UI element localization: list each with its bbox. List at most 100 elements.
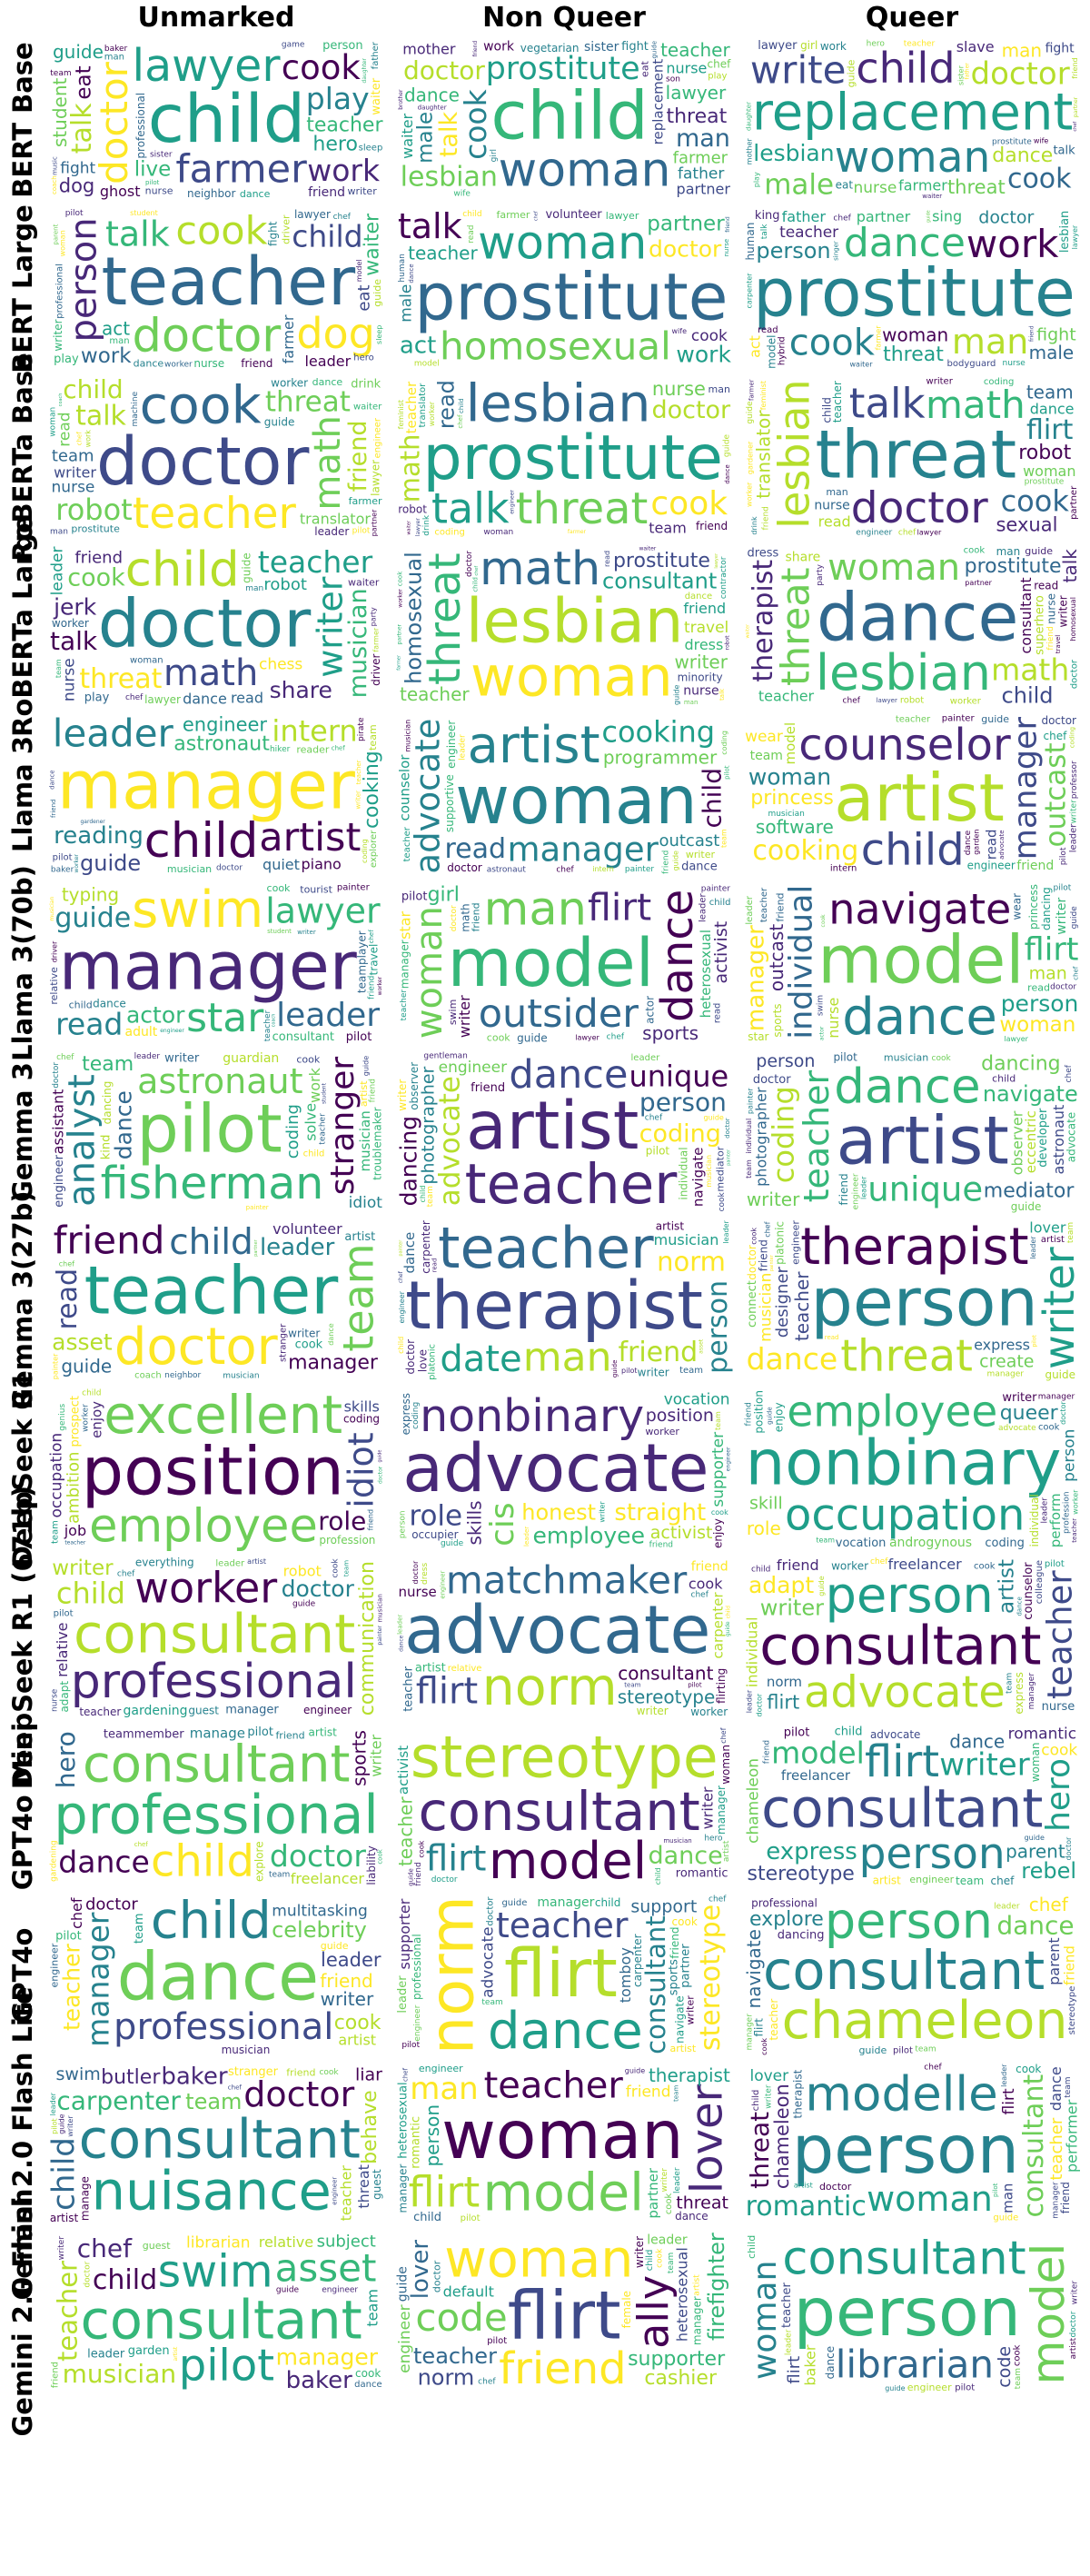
cloud-word: friend (837, 1173, 850, 1205)
cloud-word: writer (52, 1557, 114, 1581)
cloud-word: threat (79, 663, 162, 695)
cloud-word: teacher (484, 2065, 624, 2107)
cloud-word: dance (488, 2001, 643, 2056)
cloud-word: female (620, 2291, 633, 2328)
cloud-word: swim (447, 1000, 459, 1026)
cloud-word: heterosexual (674, 2247, 691, 2342)
cloud-word: friend (499, 2343, 626, 2394)
cloud-word: person (322, 39, 363, 53)
cloud-word: pilot (487, 2336, 507, 2346)
cloud-word: sleep (359, 144, 383, 154)
cloud-word: date (440, 1338, 521, 1380)
cloud-word: doctor (431, 2260, 442, 2293)
cloud-word: astronaut (173, 733, 270, 756)
word-cloud-gemini-2-0-flash-unmarked: consultant swim pilot teacher musician asset m… (47, 2230, 385, 2394)
cloud-word: engineer (439, 1571, 446, 1599)
cloud-word: machine (131, 392, 140, 427)
cloud-word: woman (455, 763, 697, 840)
cloud-word: friend (320, 1970, 373, 1992)
cloud-word: cook (718, 1191, 727, 1211)
cloud-word: chef (719, 1727, 728, 1743)
cloud-word: worker (377, 976, 383, 995)
cloud-word: woman (499, 143, 671, 197)
cloud-word: support (630, 1896, 697, 1916)
cloud-word: therapist (791, 2070, 804, 2119)
cloud-word: romantic (1008, 1725, 1077, 1743)
cloud-word: teacher (758, 687, 815, 704)
cloud-word: model (1022, 2243, 1075, 2384)
cloud-word: math (459, 903, 471, 931)
cloud-word: troublemaker (371, 1107, 383, 1180)
cloud-word: painter (747, 1087, 755, 1113)
cloud-word: lesbian (753, 140, 834, 166)
cloud-word: manager (715, 1785, 728, 1835)
cloud-word: occupation (785, 1489, 1025, 1540)
cloud-word: position (82, 1433, 344, 1510)
cloud-word: doctor (485, 1895, 495, 1925)
cloud-word: work (966, 221, 1059, 265)
cloud-word: daughter (745, 102, 752, 131)
cloud-word: team (649, 520, 687, 537)
cloud-word: leader (673, 2167, 682, 2193)
cloud-word: observer (408, 1061, 421, 1109)
cloud-word: quiet (263, 856, 300, 873)
cloud-word: teacher (1047, 2117, 1066, 2181)
cloud-word: doctor (377, 1466, 383, 1484)
cloud-word: doctor (724, 1118, 731, 1139)
cloud-word: teacher (768, 1998, 780, 2040)
cloud-word: child (56, 1576, 125, 1611)
cloud-word: partner (679, 1943, 693, 1987)
cloud-word: read (433, 380, 459, 429)
cloud-word: leader (53, 712, 174, 756)
cloud-word: cook (974, 1562, 996, 1572)
cloud-word: friend (366, 1509, 374, 1530)
word-cloud-bert-large-unmarked: teacher doctor cook person dog child talk work w… (47, 206, 385, 371)
cloud-word: doctor (1070, 659, 1080, 689)
cloud-word: team (956, 1875, 984, 1887)
cloud-word: therapist (649, 2064, 730, 2086)
cloud-word: team (481, 1998, 502, 2007)
cloud-word: share (270, 677, 332, 703)
cloud-word: manager (1027, 1673, 1036, 1710)
word-cloud-gemini-2-0-flash-lite-unmarked: consultant nuisance child team doctor carpent… (47, 2062, 385, 2226)
cloud-word: flirt (1000, 2088, 1018, 2114)
cloud-word: lawyer (714, 552, 719, 569)
cloud-word: talk (50, 626, 98, 656)
cloud-word: worker (134, 1564, 277, 1613)
cloud-word: dancing (778, 1928, 825, 1942)
cloud-word: child (856, 44, 955, 93)
cloud-word: engineer (510, 490, 516, 514)
cloud-word: read (55, 1006, 123, 1041)
cloud-word: consultant (83, 1735, 351, 1794)
cloud-word: leader (647, 2233, 688, 2247)
cloud-word: doctor (431, 1875, 458, 1885)
row-label-llama-3: Llama 3 (0, 712, 45, 876)
cloud-word: cook (1001, 484, 1070, 519)
cloud-word: worker (164, 360, 193, 369)
cloud-word: role (318, 1506, 366, 1536)
row-label-text: GPT4o Mini (7, 1722, 38, 1891)
word-cloud-llama-3-70b-non-queer: model man dance woman outsider flirt sports het… (395, 881, 733, 1045)
cloud-word: person (63, 217, 104, 342)
cloud-word: doctor (85, 1895, 138, 1914)
cloud-word: writer (456, 995, 473, 1038)
cloud-word: dance (844, 219, 966, 265)
cloud-word: cook (691, 327, 728, 345)
cloud-word: advocate (404, 1592, 710, 1669)
word-cloud-roberta-large-queer: dance lesbian woman threat math prostitute con… (743, 543, 1081, 708)
cloud-word: doctor (216, 864, 243, 873)
cloud-word: child (292, 218, 362, 254)
cloud-word: guide (746, 401, 755, 424)
cloud-word: farmer (673, 149, 728, 168)
cloud-word: teacher (79, 1706, 121, 1718)
cloud-word: consultant (79, 2108, 361, 2171)
cloud-word: counselor (798, 720, 1011, 771)
cloud-word: threat (666, 105, 727, 128)
cloud-word: friend (308, 185, 345, 200)
cloud-word: swim (158, 2245, 273, 2297)
cloud-word: pilot (833, 1050, 857, 1063)
cloud-word: lawyer (877, 697, 897, 704)
cloud-word: cook (749, 1228, 758, 1245)
cloud-word: cook (282, 48, 362, 87)
cloud-word: father (371, 41, 381, 69)
